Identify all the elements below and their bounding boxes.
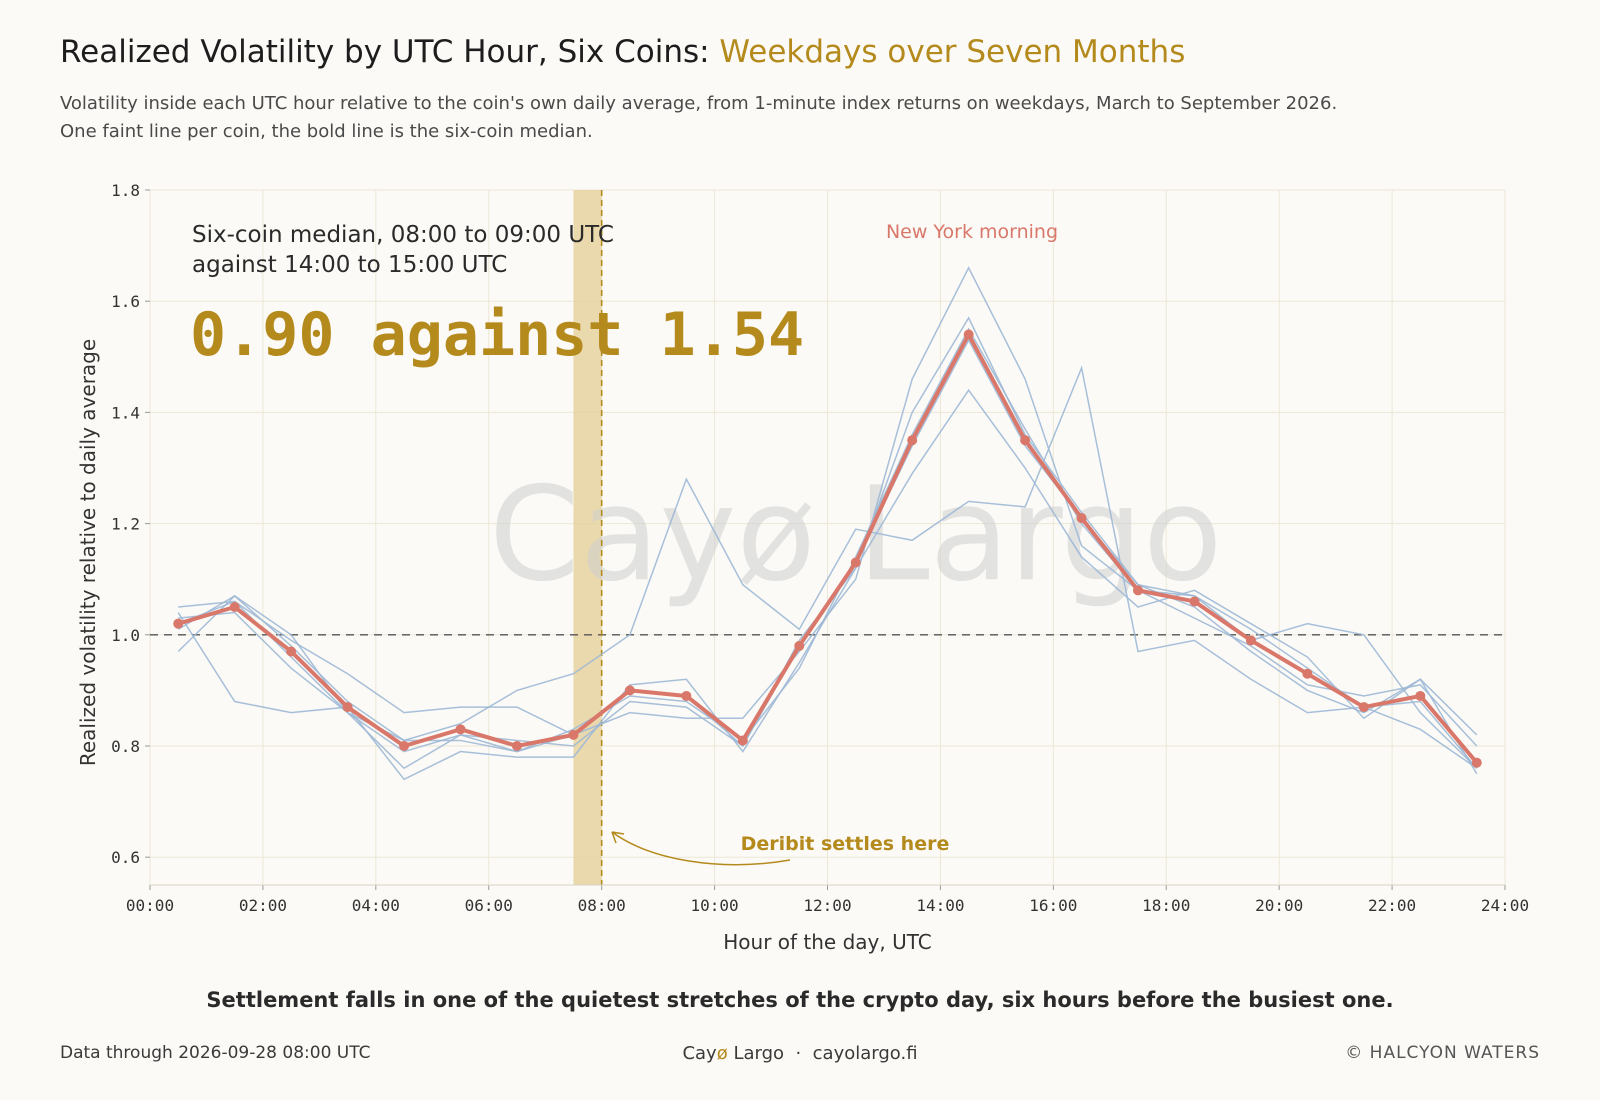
median-point-20 bbox=[1302, 668, 1313, 679]
median-point-18 bbox=[1189, 596, 1200, 607]
x-tick-label-4: 08:00 bbox=[578, 896, 626, 915]
median-point-22 bbox=[1415, 690, 1426, 701]
median-point-13 bbox=[907, 435, 918, 446]
x-axis-label: Hour of the day, UTC bbox=[723, 930, 932, 954]
x-tick-label-0: 00:00 bbox=[126, 896, 174, 915]
x-tick-label-5: 10:00 bbox=[690, 896, 738, 915]
brand-o: ø bbox=[716, 1043, 728, 1064]
volatility-chart: Cayø Largo 00:00 02:00 04:00 06:00 08:00 10:0… bbox=[76, 181, 1529, 954]
annotation-big-stat: 0.90 against 1.54 bbox=[190, 300, 804, 370]
x-tick-label-11: 22:00 bbox=[1368, 896, 1416, 915]
median-point-12 bbox=[850, 557, 861, 568]
footer-credit: © HALCYON WATERS bbox=[1345, 1043, 1540, 1063]
footer-brand: Cayø Largo · cayolargo.fi bbox=[0, 1043, 1600, 1064]
deribit-arrow-head bbox=[611, 831, 625, 844]
deribit-arrow bbox=[611, 831, 791, 866]
median-point-23 bbox=[1471, 757, 1482, 768]
ny-morning-label: New York morning bbox=[886, 221, 1058, 243]
title-accent: Weekdays over Seven Months bbox=[719, 34, 1186, 70]
y-axis-ticks: 0.6 0.8 1.0 1.2 1.4 1.6 1.8 bbox=[111, 181, 150, 867]
y-tick-label-0: 0.6 bbox=[111, 848, 140, 867]
annotation-line-2: against 14:00 to 15:00 UTC bbox=[192, 252, 507, 278]
median-point-1 bbox=[229, 602, 240, 612]
annotation-line-1: Six-coin median, 08:00 to 09:00 UTC bbox=[192, 222, 614, 248]
chart-title: Realized Volatility by UTC Hour, Six Coi… bbox=[60, 34, 1185, 70]
median-point-9 bbox=[681, 690, 692, 701]
brand-post: Largo bbox=[727, 1043, 785, 1064]
deribit-label: Deribit settles here bbox=[741, 833, 950, 855]
coin-line-5 bbox=[178, 327, 1478, 769]
watermark: Cayø Largo bbox=[489, 458, 1223, 610]
settlement-band bbox=[573, 190, 602, 885]
y-axis-label: Realized volatility relative to daily av… bbox=[76, 339, 100, 766]
median-point-8 bbox=[624, 685, 635, 696]
brand-url: cayolargo.fi bbox=[812, 1043, 918, 1064]
median-point-3 bbox=[342, 702, 353, 713]
median-series bbox=[173, 329, 1482, 768]
coin-line-3 bbox=[177, 388, 1478, 781]
median-point-4 bbox=[399, 741, 410, 751]
median-point-2 bbox=[286, 646, 297, 657]
chart-subtitle: Volatility inside each UTC hour relative… bbox=[60, 93, 1338, 142]
median-point-15 bbox=[1020, 435, 1031, 446]
y-tick-label-2: 1.0 bbox=[111, 626, 140, 645]
x-tick-label-6: 12:00 bbox=[803, 896, 851, 915]
median-point-14 bbox=[963, 329, 974, 340]
x-tick-label-8: 16:00 bbox=[1029, 896, 1077, 915]
median-line bbox=[177, 332, 1479, 764]
title-main: Realized Volatility by UTC Hour, Six Coi… bbox=[60, 34, 720, 70]
median-point-21 bbox=[1358, 702, 1369, 713]
median-point-10 bbox=[737, 735, 748, 746]
median-point-7 bbox=[568, 729, 579, 740]
brand-pre: Cay bbox=[682, 1043, 717, 1064]
brand-sep: · bbox=[784, 1043, 813, 1064]
x-tick-label-12: 24:00 bbox=[1481, 896, 1529, 915]
x-tick-label-10: 20:00 bbox=[1255, 896, 1303, 915]
median-point-17 bbox=[1133, 585, 1144, 596]
y-tick-label-6: 1.8 bbox=[111, 181, 140, 200]
x-tick-label-1: 02:00 bbox=[239, 896, 287, 915]
median-point-11 bbox=[794, 640, 805, 651]
median-point-0 bbox=[173, 618, 184, 629]
y-tick-label-3: 1.2 bbox=[111, 515, 140, 534]
median-point-16 bbox=[1076, 513, 1087, 524]
y-tick-label-4: 1.4 bbox=[111, 403, 140, 422]
median-point-5 bbox=[455, 724, 466, 735]
median-point-19 bbox=[1245, 635, 1256, 646]
coin-line-2 bbox=[177, 365, 1478, 769]
median-point-6 bbox=[511, 741, 522, 751]
y-tick-label-1: 0.8 bbox=[111, 737, 140, 756]
x-tick-label-9: 18:00 bbox=[1142, 896, 1190, 915]
x-tick-label-7: 14:00 bbox=[916, 896, 964, 915]
caption: Settlement falls in one of the quietest … bbox=[206, 988, 1394, 1012]
y-tick-label-5: 1.6 bbox=[111, 292, 140, 311]
x-tick-label-2: 04:00 bbox=[352, 896, 400, 915]
x-axis-ticks: 00:00 02:00 04:00 06:00 08:00 10:00 12:00 14:00… bbox=[126, 885, 1529, 915]
x-tick-label-3: 06:00 bbox=[465, 896, 513, 915]
footer-data-through: Data through 2026-09-28 08:00 UTC bbox=[60, 1043, 371, 1063]
